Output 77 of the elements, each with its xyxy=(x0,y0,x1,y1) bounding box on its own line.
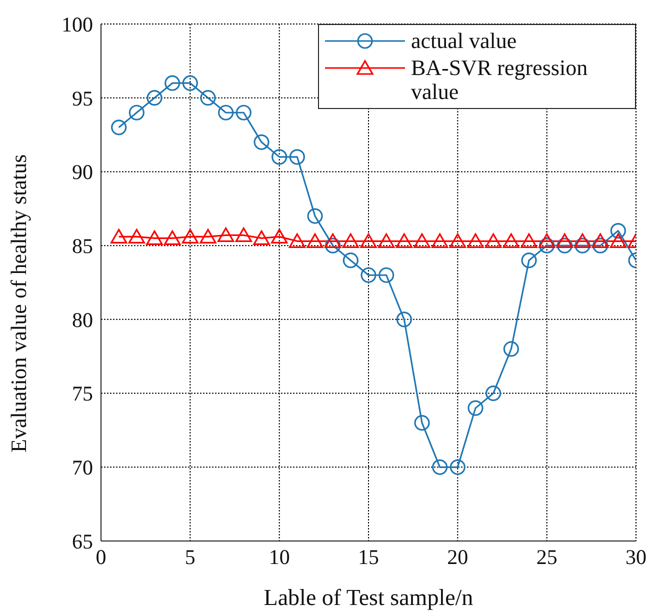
point xyxy=(307,208,323,224)
point xyxy=(342,233,359,248)
point xyxy=(128,104,144,120)
legend-label: BA-SVR regression value xyxy=(411,55,589,104)
point xyxy=(360,267,376,283)
point xyxy=(468,400,484,416)
point xyxy=(521,252,537,268)
point xyxy=(236,104,252,120)
point xyxy=(396,312,412,328)
point xyxy=(450,459,466,475)
point xyxy=(360,233,377,248)
point xyxy=(182,75,198,91)
point xyxy=(485,233,502,248)
point xyxy=(272,149,288,165)
point xyxy=(164,75,180,91)
legend-label: actual value xyxy=(411,28,517,53)
point xyxy=(218,227,234,242)
point xyxy=(111,120,127,136)
point xyxy=(271,228,288,244)
point xyxy=(538,233,556,248)
point xyxy=(324,233,342,248)
point xyxy=(503,341,519,357)
point xyxy=(520,233,538,248)
y-tick-label: 100 xyxy=(62,12,93,36)
x-tick-label: 25 xyxy=(536,544,558,569)
x-tick-label: 0 xyxy=(96,544,106,569)
point xyxy=(218,104,234,120)
point xyxy=(574,238,590,254)
y-tick-label: 95 xyxy=(72,86,93,110)
x-tick-label: 5 xyxy=(184,544,196,569)
point xyxy=(592,238,608,254)
point xyxy=(486,385,502,402)
point xyxy=(592,233,609,248)
point xyxy=(378,267,394,283)
y-axis-title: Evaluation value of healthy status xyxy=(6,154,31,452)
point xyxy=(200,90,216,106)
x-tick-label: 10 xyxy=(268,544,290,569)
y-tick-label: 90 xyxy=(72,160,93,184)
x-axis-title: Lable of Test sample/n xyxy=(264,585,474,610)
y-tick-label: 80 xyxy=(72,308,93,332)
x-tick-label: 30 xyxy=(626,544,646,569)
point xyxy=(200,228,216,244)
point xyxy=(289,149,305,165)
point xyxy=(146,90,162,106)
point xyxy=(432,459,448,475)
point xyxy=(146,230,163,245)
point xyxy=(502,233,520,248)
point xyxy=(325,238,341,254)
point xyxy=(610,223,626,239)
point xyxy=(254,134,270,150)
point xyxy=(342,252,358,268)
point xyxy=(574,233,591,248)
point xyxy=(128,228,145,244)
point xyxy=(164,230,181,245)
y-tick-label: 85 xyxy=(72,234,93,258)
point xyxy=(306,233,324,248)
point xyxy=(539,238,555,254)
point xyxy=(288,233,306,248)
y-tick-label: 65 xyxy=(72,529,93,554)
y-tick-label: 70 xyxy=(72,456,93,480)
point xyxy=(556,233,573,248)
x-tick-label: 15 xyxy=(358,544,379,569)
x-tick-label: 20 xyxy=(447,544,468,569)
point xyxy=(253,230,270,245)
point xyxy=(556,238,572,254)
point xyxy=(396,233,412,248)
point xyxy=(110,228,128,244)
point xyxy=(610,233,626,248)
point xyxy=(235,227,252,242)
point xyxy=(378,233,395,248)
point xyxy=(182,228,198,244)
point xyxy=(432,233,448,248)
point xyxy=(414,233,430,248)
y-tick-label: 75 xyxy=(72,382,93,406)
point xyxy=(467,233,484,248)
point xyxy=(414,415,430,431)
point xyxy=(449,233,466,248)
